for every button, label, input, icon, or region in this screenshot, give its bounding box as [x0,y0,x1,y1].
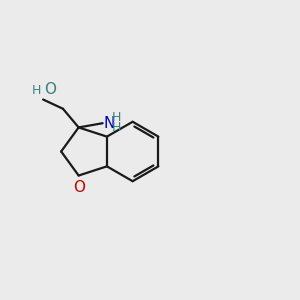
Text: H: H [112,121,121,134]
Text: H: H [32,83,42,97]
Text: N: N [103,116,115,131]
Text: H: H [112,111,121,124]
Text: O: O [45,82,57,97]
Text: O: O [73,180,85,195]
